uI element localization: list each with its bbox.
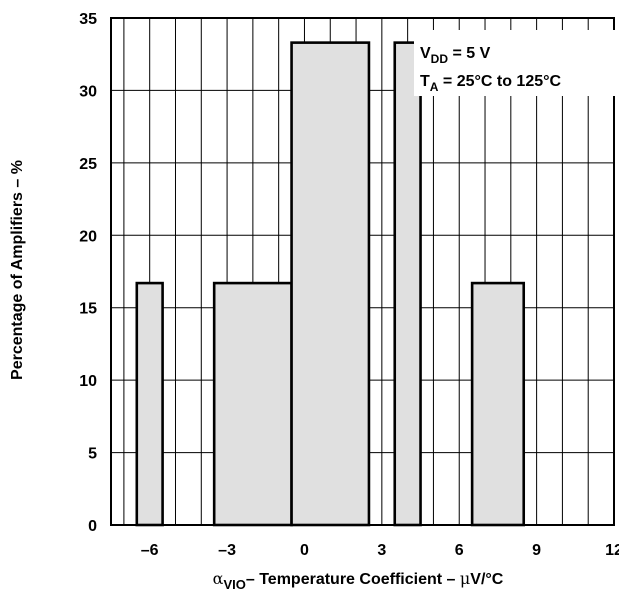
y-tick-label: 20	[79, 228, 97, 245]
histogram-bar	[212, 281, 293, 527]
y-tick-label: 30	[79, 83, 97, 100]
x-tick-label: 3	[377, 542, 386, 559]
x-tick-label: 9	[532, 542, 541, 559]
plot-frame	[110, 17, 615, 526]
annotation-box	[414, 30, 615, 96]
bars	[135, 41, 526, 527]
histogram-bar	[135, 281, 164, 527]
y-tick-label: 10	[79, 373, 97, 390]
y-tick-label: 35	[79, 11, 97, 28]
x-tick-label: –6	[141, 542, 159, 559]
x-tick-label: 0	[300, 542, 309, 559]
x-axis-label: αVIO– Temperature Coefficient – μV/°C	[213, 569, 504, 589]
y-axis-label: Percentage of Amplifiers – %	[9, 160, 26, 380]
histogram-bar	[393, 41, 422, 527]
histogram-bar	[470, 281, 526, 527]
x-tick-labels: –6 –3 0 3 6 9 12	[141, 542, 619, 559]
y-tick-labels: 0 5 10 15 20 25 30 35	[79, 11, 97, 535]
y-tick-label: 15	[79, 301, 97, 318]
x-tick-label: 12	[605, 542, 619, 559]
y-tick-label: 0	[88, 518, 97, 535]
x-tick-label: 6	[455, 542, 464, 559]
annotation-line-1: VDD = 5 V	[420, 45, 491, 66]
histogram-bar	[290, 41, 371, 527]
x-tick-label: –3	[218, 542, 236, 559]
y-tick-label: 25	[79, 156, 97, 173]
y-tick-label: 5	[88, 446, 97, 463]
annotation-line-2: TA = 25°C to 125°C	[420, 73, 562, 94]
